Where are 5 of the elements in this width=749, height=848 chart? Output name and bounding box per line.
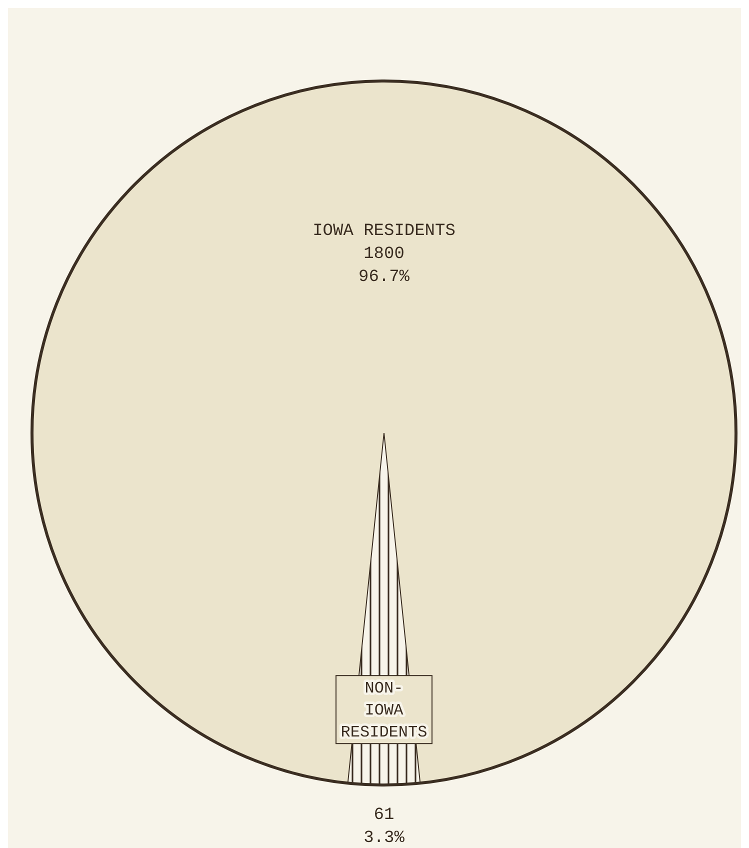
- data-label: 1800 96.7%: [358, 245, 410, 287]
- slice-label: NON-IOWA RESIDENTS: [340, 680, 428, 742]
- slice-label: IOWA RESIDENTS: [312, 222, 456, 241]
- pie-slice: [32, 82, 736, 784]
- data-label: 61 3.3%: [364, 806, 406, 848]
